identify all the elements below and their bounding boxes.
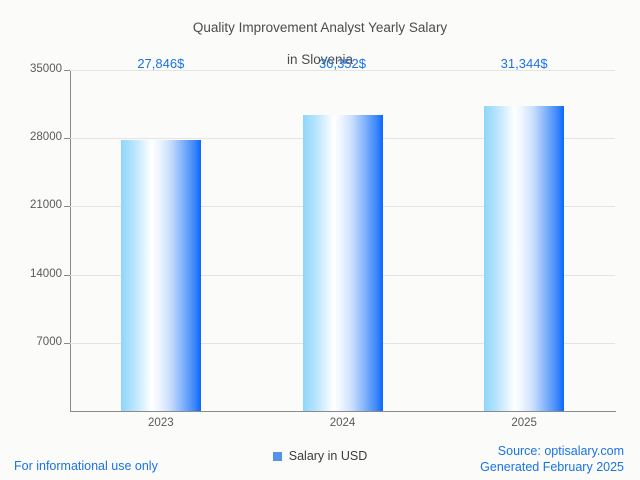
y-tick-mark [64,274,70,276]
generated-line: Generated February 2025 [480,460,624,474]
bar[interactable] [302,115,383,411]
legend-item-label: Salary in USD [288,449,368,463]
bar-value-label: 27,846$ [137,56,185,71]
y-tick-label: 21000 [30,199,62,212]
chart-title-line-2: in Slovenia [286,52,354,67]
source-line: Source: optisalary.com [497,444,624,458]
y-tick-mark [64,70,70,71]
y-tick-mark [64,342,70,344]
x-tick-label: 2024 [329,417,356,429]
y-axis-line [70,70,71,412]
y-tick-label: 35000 [30,63,62,75]
informational-use-note: For informational use only [14,459,158,473]
source-attribution: Source: optisalary.com Generated Februar… [480,443,624,475]
gridline [70,70,615,71]
y-tick-mark [64,206,70,208]
y-tick-label: 14000 [30,267,62,280]
y-tick-mark [64,138,70,140]
chart-title: Quality Improvement Analyst Yearly Salar… [0,4,640,68]
bar-value-label: 30,352$ [319,56,366,71]
x-tick-label: 2025 [511,417,537,429]
bar[interactable] [484,105,565,411]
bar-value-label: 31,344$ [500,56,548,71]
plot-area [70,70,615,411]
chart-title-line-1: Quality Improvement Analyst Yearly Salar… [192,20,448,35]
y-axis-tick-labels: 7000 14000 21000 28000 35000 [0,0,62,480]
chart-legend: Salary in USD [0,449,640,463]
y-tick-label: 28000 [30,131,62,144]
bar[interactable] [120,139,201,411]
x-tick-label: 2023 [148,417,174,429]
y-tick-label: 7000 [36,335,62,348]
x-axis-line [70,411,616,412]
legend-swatch-icon [272,451,282,461]
